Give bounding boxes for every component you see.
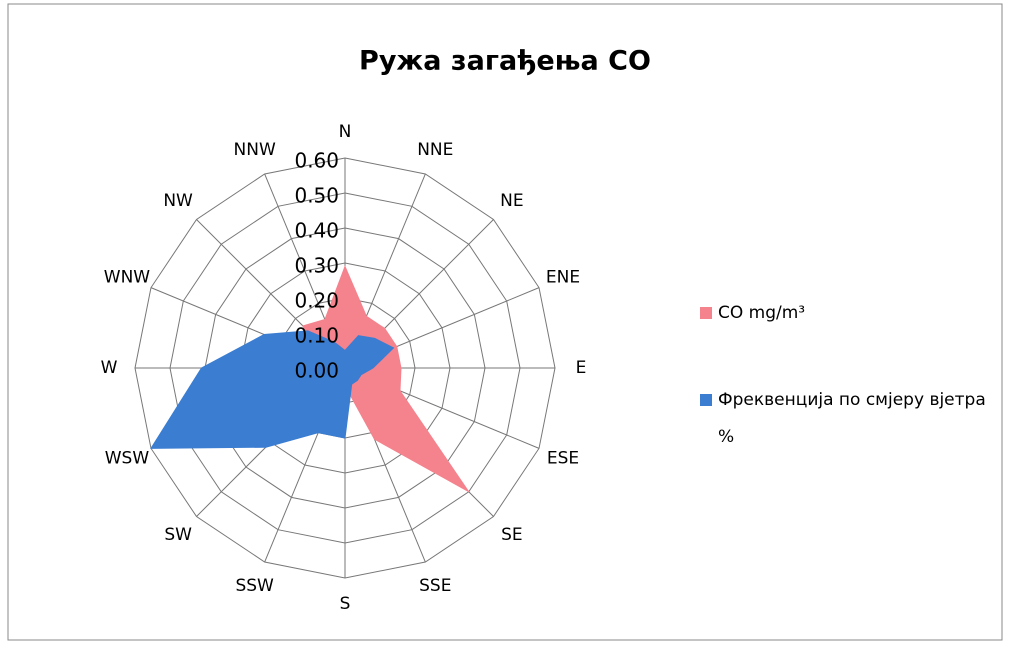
y-tick-label: 0.60: [294, 149, 339, 173]
category-label: E: [576, 358, 587, 378]
category-label: NE: [500, 191, 523, 211]
y-tick-label: 0.20: [294, 289, 339, 313]
y-tick-label: 0.00: [294, 359, 339, 383]
category-label: W: [101, 358, 118, 378]
category-label: WSW: [105, 448, 150, 468]
legend-label: Фреквенција по смјеру вјетра%: [718, 390, 986, 447]
category-label: SSE: [419, 576, 451, 596]
legend-swatch: [700, 394, 712, 406]
category-label: S: [340, 594, 351, 614]
chart-title: Ружа загађења CO: [359, 46, 651, 77]
category-label: NNW: [234, 140, 276, 160]
category-label: NNE: [417, 140, 453, 160]
category-label: ESE: [547, 448, 579, 468]
legend-line: Фреквенција по смјеру вјетра: [718, 390, 986, 410]
legend-line: %: [718, 427, 734, 447]
series-area: [150, 330, 395, 449]
category-label: ENE: [546, 268, 580, 288]
category-label: NW: [163, 191, 193, 211]
category-label: N: [339, 122, 352, 142]
y-tick-label: 0.50: [294, 184, 339, 208]
category-label: WNW: [104, 268, 151, 288]
y-tick-label: 0.40: [294, 219, 339, 243]
category-label: SW: [164, 525, 192, 545]
legend-swatch: [700, 307, 712, 319]
category-label: SE: [501, 525, 523, 545]
legend-label: CO mg/m³: [718, 303, 805, 323]
y-tick-label: 0.10: [294, 324, 339, 348]
y-tick-label: 0.30: [294, 254, 339, 278]
chart-frame: [7, 3, 1003, 641]
category-label: SSW: [235, 576, 274, 596]
